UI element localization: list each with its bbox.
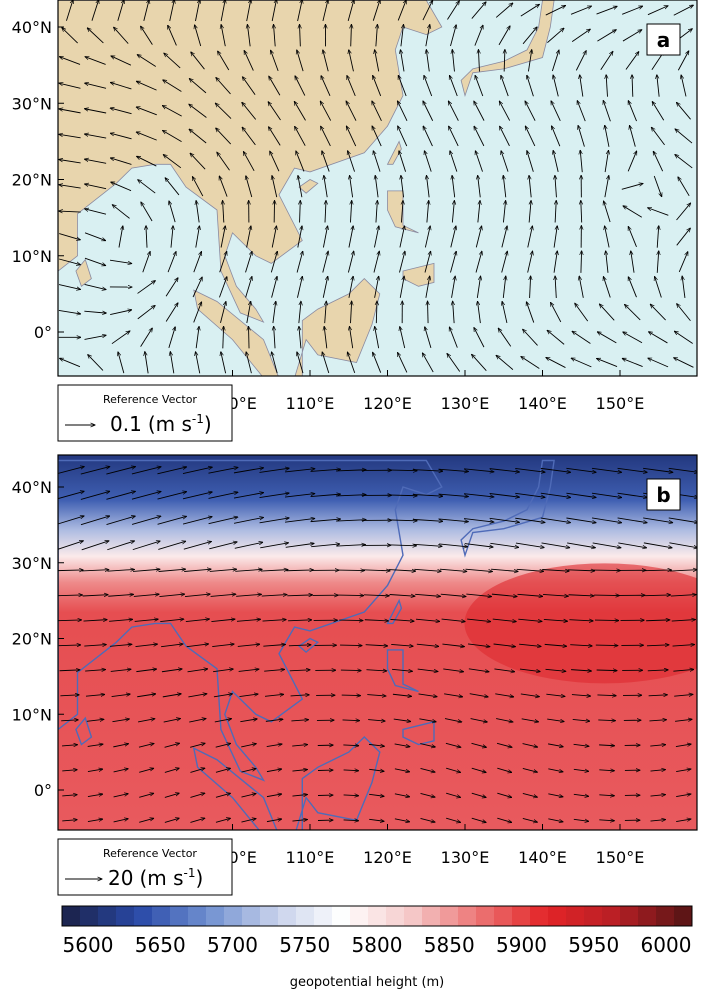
wind-vector — [595, 620, 619, 621]
colorbar-tick-label: 5700 — [207, 933, 258, 957]
colorbar-swatch — [224, 906, 242, 926]
wind-vector — [341, 670, 361, 671]
map-panel — [58, 0, 697, 378]
colorbar-swatch — [62, 906, 80, 926]
colorbar-tick-label: 5600 — [63, 933, 114, 957]
colorbar-swatch — [476, 906, 494, 926]
colorbar-tick-label: 5900 — [496, 933, 547, 957]
wind-vector — [342, 695, 361, 696]
colorbar-swatch — [152, 906, 170, 926]
colorbar-swatch — [458, 906, 476, 926]
colorbar-swatch — [188, 906, 206, 926]
colorbar-swatch — [674, 906, 692, 926]
colorbar-swatch — [134, 906, 152, 926]
colorbar-swatch — [566, 906, 584, 926]
lon-label: 130°E — [441, 394, 490, 413]
wind-vector — [340, 645, 362, 646]
colorbar-swatch — [422, 906, 440, 926]
lon-label: 130°E — [441, 848, 490, 867]
colorbar-swatch — [242, 906, 260, 926]
colorbar-swatch — [638, 906, 656, 926]
colorbar-swatch — [350, 906, 368, 926]
lat-label: 40°N — [12, 18, 52, 37]
colorbar-swatch — [602, 906, 620, 926]
ref-exp: -1 — [192, 412, 204, 426]
lon-label: 150°E — [596, 394, 645, 413]
colorbar-tick-label: 5850 — [424, 933, 475, 957]
colorbar-swatch — [314, 906, 332, 926]
lat-label: 20°N — [12, 171, 52, 190]
lat-label: 30°N — [12, 94, 52, 113]
ref-value: 0.1 — [110, 412, 142, 436]
colorbar-tick-label: 6000 — [641, 933, 692, 957]
colorbar-label: geopotential height (m) — [290, 975, 445, 990]
lat-label: 40°N — [12, 478, 52, 497]
lon-label: 120°E — [363, 394, 412, 413]
ref-vector-title: Reference Vector — [103, 393, 197, 406]
colorbar-swatch — [80, 906, 98, 926]
wind-vector — [596, 645, 618, 646]
lat-label: 30°N — [12, 554, 52, 573]
colorbar-swatch — [404, 906, 422, 926]
colorbar-swatch — [170, 906, 188, 926]
colorbar-swatch — [98, 906, 116, 926]
wind-vector — [428, 301, 429, 323]
colorbar-swatch — [512, 906, 530, 926]
wind-vector — [597, 670, 617, 671]
lat-label: 20°N — [12, 630, 52, 649]
colorbar-swatch — [260, 906, 278, 926]
ref-exp: -1 — [184, 866, 196, 880]
colorbar-swatch — [620, 906, 638, 926]
colorbar-swatch — [368, 906, 386, 926]
ref-unit: (m s — [148, 412, 192, 436]
colorbar-swatch — [116, 906, 134, 926]
lat-label: 10°N — [12, 247, 52, 266]
colorbar-swatch — [548, 906, 566, 926]
ref-close: ) — [204, 412, 212, 436]
colorbar-tick-label: 5750 — [279, 933, 330, 957]
colorbar-swatch — [656, 906, 674, 926]
colorbar-tick-label: 5800 — [352, 933, 403, 957]
panel-label: b — [656, 483, 670, 507]
wind-vector — [594, 595, 619, 596]
colorbar-tick-label: 5950 — [568, 933, 619, 957]
colorbar-swatch — [584, 906, 602, 926]
colorbar-swatch — [440, 906, 458, 926]
panel-label: a — [657, 28, 671, 52]
wind-vector — [249, 326, 250, 348]
ref-close: ) — [195, 866, 203, 890]
lat-label: 10°N — [12, 705, 52, 724]
colorbar-swatch — [386, 906, 404, 926]
lon-label: 120°E — [363, 848, 412, 867]
ref-vector-title: Reference Vector — [103, 847, 197, 860]
lon-label: 150°E — [596, 848, 645, 867]
colorbar-swatch — [278, 906, 296, 926]
lon-label: 110°E — [286, 394, 335, 413]
lon-label: 140°E — [518, 394, 567, 413]
colorbar-swatch — [530, 906, 548, 926]
colorbar-swatch — [332, 906, 350, 926]
lat-label: 0° — [34, 323, 52, 342]
map-panel — [55, 455, 707, 836]
colorbar-swatch — [494, 906, 512, 926]
ref-unit: (m s — [139, 866, 183, 890]
lon-label: 110°E — [286, 848, 335, 867]
ref-value: 20 — [108, 866, 133, 890]
colorbar-swatch — [296, 906, 314, 926]
colorbar-swatch — [206, 906, 224, 926]
lon-label: 140°E — [518, 848, 567, 867]
colorbar-tick-label: 5650 — [135, 933, 186, 957]
lat-label: 0° — [34, 781, 52, 800]
